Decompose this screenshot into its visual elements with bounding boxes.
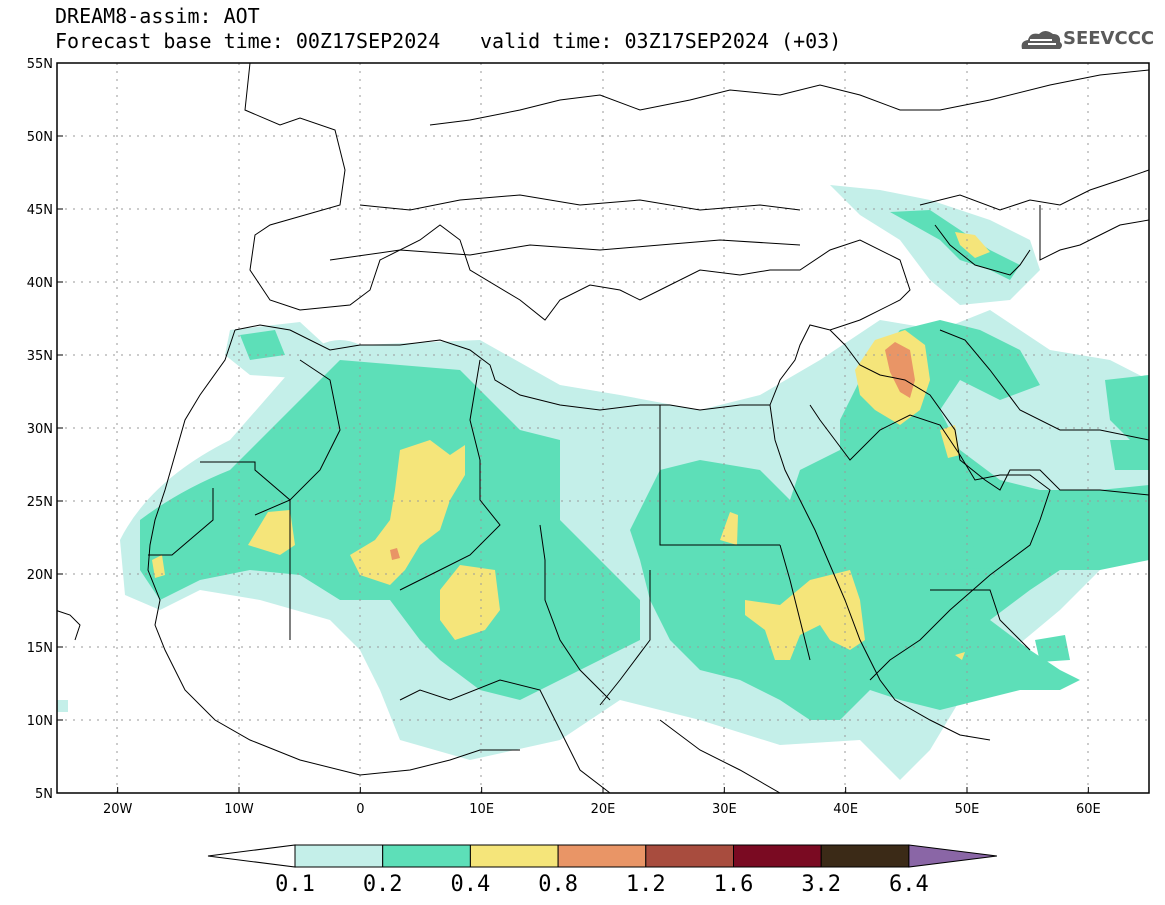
colorbar-level-label: 0.2 xyxy=(363,872,403,897)
colorbar-level-label: 6.4 xyxy=(889,872,929,897)
colorbar-level-label: 0.4 xyxy=(451,872,491,897)
lon-axis: 20W 10W 0 10E 20E 30E 40E 50E 60E xyxy=(103,787,1101,817)
colorbar-level-label: 1.2 xyxy=(626,872,666,897)
aot-field xyxy=(57,185,1149,780)
map-title: DREAM8-assim: AOT xyxy=(55,4,260,28)
lon-tick-label: 60E xyxy=(1076,802,1101,817)
lat-tick-label: 50N xyxy=(27,130,53,145)
lat-axis: 55N 50N 45N 40N 35N 30N 25N 20N 15N 10N 5N xyxy=(27,57,63,802)
colorbar-level-label: 0.1 xyxy=(275,872,315,897)
coastlines xyxy=(57,63,1149,793)
lat-tick-label: 20N xyxy=(27,568,53,583)
colorbar: 0.1 0.2 0.4 0.8 1.2 1.6 3.2 6.4 xyxy=(207,844,997,897)
colorbar-level-label: 3.2 xyxy=(801,872,841,897)
forecast-base-time: Forecast base time: 00Z17SEP2024 xyxy=(55,29,441,53)
aot-band-0.4 xyxy=(152,232,990,660)
colorbar-level-label: 1.6 xyxy=(714,872,754,897)
colorbar-segment xyxy=(645,844,734,868)
lat-tick-label: 25N xyxy=(27,495,53,510)
colorbar-segment xyxy=(382,844,471,868)
lon-tick-label: 10W xyxy=(224,802,254,817)
lat-tick-label: 30N xyxy=(27,422,53,437)
colorbar-segment xyxy=(469,844,559,868)
colorbar-segment xyxy=(557,844,647,868)
lat-tick-label: 5N xyxy=(35,787,53,802)
lon-tick-label: 0 xyxy=(356,802,364,817)
lon-tick-label: 30E xyxy=(712,802,737,817)
lat-tick-label: 40N xyxy=(27,276,53,291)
lat-tick-label: 55N xyxy=(27,57,53,72)
lon-tick-label: 20E xyxy=(591,802,616,817)
logo-text: SEEVCCC xyxy=(1063,28,1155,49)
map-grid xyxy=(57,63,1149,793)
colorbar-over-arrow xyxy=(908,844,997,868)
lat-tick-label: 35N xyxy=(27,349,53,364)
lat-tick-label: 10N xyxy=(27,714,53,729)
colorbar-under-arrow xyxy=(207,844,296,868)
colorbar-segment xyxy=(820,844,910,868)
lat-tick-label: 15N xyxy=(27,641,53,656)
lon-tick-label: 20W xyxy=(103,802,133,817)
lat-tick-label: 45N xyxy=(27,203,53,218)
lon-tick-label: 50E xyxy=(955,802,980,817)
colorbar-segment xyxy=(733,844,822,868)
cloud-logo-icon xyxy=(1021,31,1062,49)
lon-tick-label: 40E xyxy=(833,802,858,817)
colorbar-segment xyxy=(294,844,384,868)
aot-band-0.8 xyxy=(390,342,915,560)
valid-time: valid time: 03Z17SEP2024 (+03) xyxy=(480,29,842,53)
lon-tick-label: 10E xyxy=(469,802,494,817)
colorbar-level-label: 0.8 xyxy=(538,872,578,897)
